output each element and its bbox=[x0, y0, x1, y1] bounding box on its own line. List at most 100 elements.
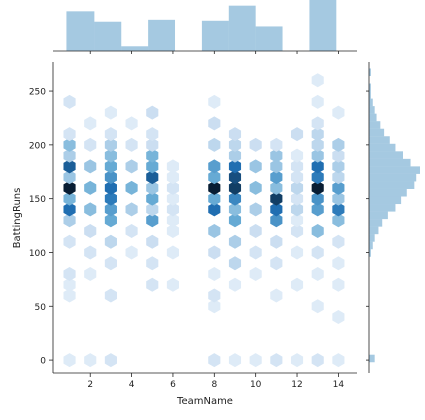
hexbin-cell bbox=[332, 137, 345, 152]
x-tick-label: 8 bbox=[211, 380, 217, 390]
hexbin-cell bbox=[146, 191, 159, 206]
hexbin-cell bbox=[84, 159, 97, 174]
hexbin-cell bbox=[104, 105, 117, 120]
hexbin-cell bbox=[208, 191, 221, 206]
marginal-y-bar bbox=[369, 196, 402, 205]
hexbin-cell bbox=[146, 170, 159, 185]
hexbin-cell bbox=[332, 310, 345, 325]
hexbin-cell bbox=[311, 148, 324, 163]
marginal-x-bar bbox=[148, 19, 176, 51]
hexbin-cell bbox=[166, 245, 180, 260]
hexbin-cell bbox=[208, 353, 221, 368]
y-axis-ticks: 0 50 100 150 200 250 bbox=[29, 88, 369, 367]
x-tick-label: 6 bbox=[170, 380, 176, 390]
hexbin-cell bbox=[63, 234, 76, 249]
hexbin-cell bbox=[84, 223, 97, 238]
hexbin-cell bbox=[125, 159, 138, 174]
hexbin-cell bbox=[332, 213, 345, 228]
hexbin-cell bbox=[84, 116, 97, 131]
hexbin-cell bbox=[332, 148, 345, 163]
hexbin-cell bbox=[290, 180, 304, 195]
hexbin-cell bbox=[63, 148, 76, 163]
hexbin-cell bbox=[63, 202, 76, 217]
hexbin-cell bbox=[63, 94, 76, 109]
x-tick-label: 4 bbox=[129, 380, 135, 390]
hexbin-cell bbox=[104, 353, 117, 368]
marginal-y-bar bbox=[369, 136, 390, 144]
hexbin-cell bbox=[249, 245, 262, 260]
marginal-y-bar bbox=[369, 121, 381, 129]
hexbin-cell bbox=[208, 245, 221, 260]
hexbin-cell bbox=[290, 245, 304, 260]
hexbin-cell bbox=[63, 137, 76, 152]
hexbin-cell bbox=[63, 288, 76, 303]
hexbin-cell bbox=[63, 277, 76, 292]
hexbin-cell bbox=[166, 170, 180, 185]
hexbin-cell bbox=[63, 191, 76, 206]
marginal-y-bar bbox=[369, 204, 396, 212]
hexbin-cell bbox=[270, 148, 283, 163]
marginal-y-bar bbox=[369, 68, 371, 76]
hexbin-cell bbox=[270, 353, 283, 368]
hexbin-cell bbox=[104, 180, 117, 195]
hexbin-cell bbox=[311, 299, 324, 314]
hexbin-cell bbox=[104, 234, 117, 249]
hexbin-cell bbox=[146, 234, 159, 249]
hexbin-cell bbox=[311, 191, 324, 206]
x-axis-label: TeamName bbox=[176, 396, 233, 407]
marginal-y-bar bbox=[369, 98, 373, 107]
hexbin-cell bbox=[290, 223, 304, 238]
marginal-y-bar bbox=[369, 188, 407, 197]
hexbin-cell bbox=[104, 148, 117, 163]
hexbin-cell bbox=[146, 105, 159, 120]
hexbin-cell bbox=[208, 299, 221, 314]
hexbin-cell bbox=[290, 213, 304, 228]
hexbin-cell bbox=[84, 353, 97, 368]
hexbin-cell bbox=[63, 180, 76, 195]
hexbin-cell bbox=[208, 137, 221, 152]
marginal-y-bar bbox=[369, 166, 420, 174]
hexbin-cell bbox=[63, 353, 76, 368]
hexbin-cell bbox=[332, 159, 345, 174]
axes bbox=[52, 62, 357, 374]
hexbin-cell bbox=[270, 180, 283, 195]
hexbin-cell bbox=[146, 213, 159, 228]
hexbin-cell bbox=[311, 127, 324, 142]
hexbin-cell bbox=[104, 288, 117, 303]
hexbin-cell bbox=[125, 180, 138, 195]
hexbin-cell bbox=[125, 116, 138, 131]
hexbin-cell bbox=[270, 213, 283, 228]
y-tick-label: 0 bbox=[40, 357, 46, 367]
hexbin-cell bbox=[63, 213, 76, 228]
hexbin-cell bbox=[208, 202, 221, 217]
hexbin-cell bbox=[166, 277, 180, 292]
marginal-y-bar bbox=[369, 113, 377, 122]
x-tick-label: 12 bbox=[291, 380, 302, 390]
hexbin-cell bbox=[104, 191, 117, 206]
hexbin-cell bbox=[311, 245, 324, 260]
hexbin-cell bbox=[146, 180, 159, 195]
marginal-x-bar bbox=[228, 5, 256, 51]
x-axis-ticks: 2 4 6 8 10 12 14 bbox=[87, 51, 344, 390]
hexbin-cells bbox=[63, 73, 345, 368]
hexbin-cell bbox=[125, 137, 138, 152]
hexbin-cell bbox=[208, 159, 221, 174]
hexbin-cell bbox=[332, 277, 345, 292]
hexbin-cell bbox=[290, 277, 304, 292]
hexbin-cell bbox=[208, 116, 221, 131]
hexbin-cell bbox=[228, 137, 242, 152]
hexbin-cell bbox=[104, 159, 117, 174]
hexbin-cell bbox=[146, 159, 159, 174]
hexbin-cell bbox=[63, 127, 76, 142]
hexbin-cell bbox=[146, 277, 159, 292]
hexbin-cell bbox=[125, 223, 138, 238]
hexbin-cell bbox=[228, 180, 242, 195]
marginal-y-bar bbox=[369, 91, 371, 99]
hexbin-cell bbox=[228, 256, 242, 271]
marginal-x-bar bbox=[66, 11, 95, 52]
marginal-x-bar bbox=[201, 20, 229, 51]
marginal-y-bar bbox=[369, 143, 396, 152]
hexbin-cell bbox=[270, 202, 283, 217]
hexbin-cell bbox=[166, 159, 180, 174]
